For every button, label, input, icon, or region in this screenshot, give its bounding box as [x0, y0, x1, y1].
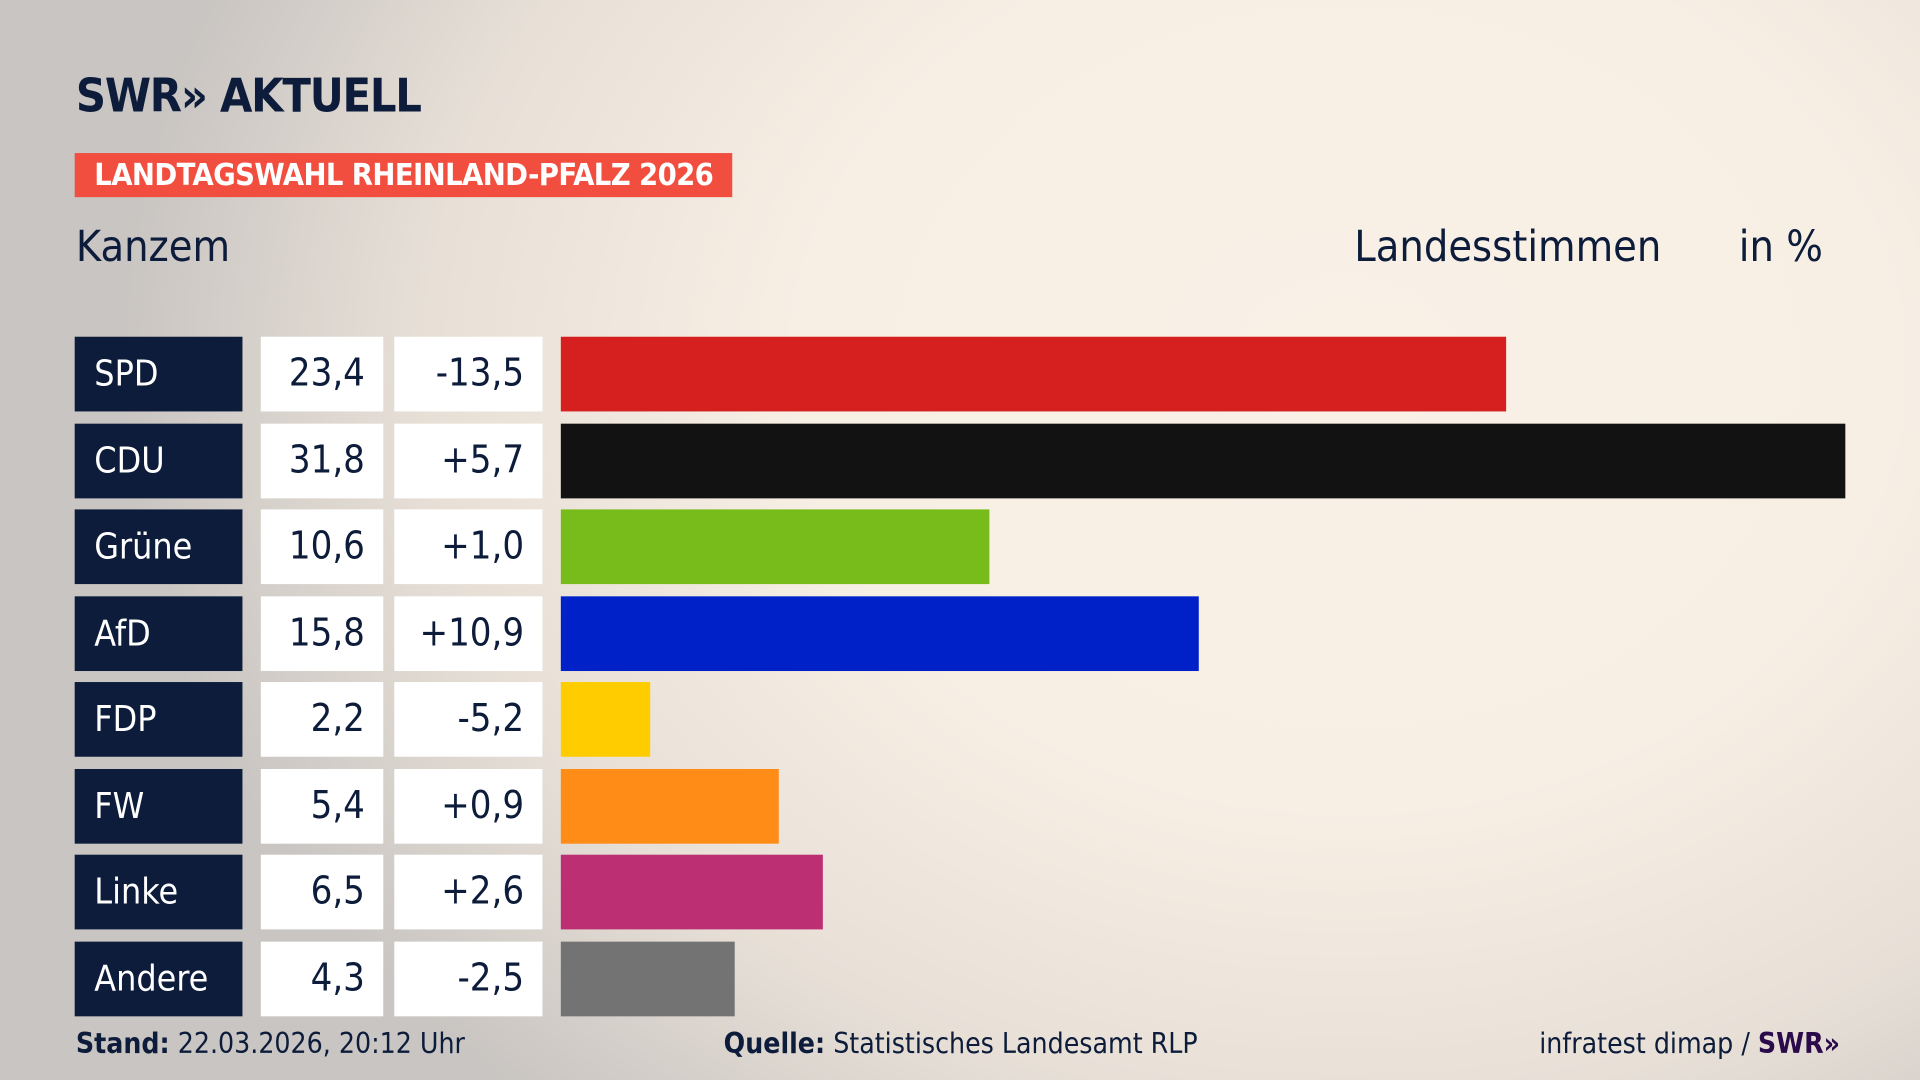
- change-label: -2,5: [394, 941, 543, 1016]
- bar-row: FDP 2,2 -5,2: [74, 682, 1863, 757]
- swr-aktuell-logo: SWR» AKTUELL: [75, 68, 422, 123]
- change-label: +0,9: [394, 768, 543, 844]
- party-label: CDU: [74, 423, 243, 498]
- bar-row: SPD 23,4 -13,5: [74, 336, 1863, 412]
- value-label: 4,3: [260, 941, 384, 1016]
- source-text: Quelle: Statistisches Landesamt RLP: [724, 1029, 1198, 1061]
- bar-row: FW 5,4 +0,9: [74, 768, 1863, 844]
- bar: [560, 682, 650, 757]
- election-badge: LANDTAGSWAHL RHEINLAND-PFALZ 2026: [74, 153, 733, 198]
- source-value: Statistisches Landesamt RLP: [833, 1028, 1198, 1061]
- bar: [560, 941, 735, 1016]
- bar: [560, 423, 1846, 498]
- bar-row: Grüne 10,6 +1,0: [74, 509, 1863, 585]
- bar: [560, 509, 989, 585]
- value-label: 10,6: [260, 509, 384, 585]
- swr-logo: SWR»: [1757, 1028, 1841, 1061]
- party-label: SPD: [74, 336, 243, 412]
- stand-value: 22.03.2026, 20:12 Uhr: [177, 1028, 465, 1061]
- change-label: +2,6: [394, 854, 543, 930]
- stand-label: Stand:: [75, 1028, 170, 1061]
- change-label: +1,0: [394, 509, 543, 585]
- bar-row: AfD 15,8 +10,9: [74, 595, 1863, 671]
- change-label: -5,2: [394, 682, 543, 757]
- credit-text: infratest dimap / SWR»: [1539, 1029, 1840, 1061]
- bar-row: Linke 6,5 +2,6: [74, 854, 1863, 930]
- stand-text: Stand: 22.03.2026, 20:12 Uhr: [76, 1029, 465, 1061]
- change-label: +5,7: [394, 423, 543, 498]
- credit: infratest dimap /: [1539, 1028, 1750, 1061]
- bar-row: CDU 31,8 +5,7: [74, 423, 1863, 498]
- value-label: 2,2: [260, 682, 384, 757]
- unit-label: in %: [1738, 222, 1823, 272]
- change-label: +10,9: [394, 595, 543, 671]
- source-label: Quelle:: [723, 1028, 826, 1061]
- bar: [560, 854, 824, 930]
- value-label: 5,4: [260, 768, 384, 844]
- party-label: Linke: [74, 854, 243, 930]
- bar: [560, 336, 1507, 412]
- change-label: -13,5: [394, 336, 543, 412]
- value-label: 23,4: [260, 336, 384, 412]
- value-label: 15,8: [260, 595, 384, 671]
- bar: [560, 768, 779, 844]
- party-label: Andere: [74, 941, 243, 1016]
- place-title: Kanzem: [75, 222, 231, 272]
- value-label: 6,5: [260, 854, 384, 930]
- party-label: AfD: [74, 595, 243, 671]
- bar: [560, 595, 1200, 671]
- metric-label: Landesstimmen: [1354, 222, 1662, 272]
- bar-row: Andere 4,3 -2,5: [74, 941, 1863, 1016]
- value-label: 31,8: [260, 423, 384, 498]
- party-label: FDP: [74, 682, 243, 757]
- party-label: Grüne: [74, 509, 243, 585]
- party-label: FW: [74, 768, 243, 844]
